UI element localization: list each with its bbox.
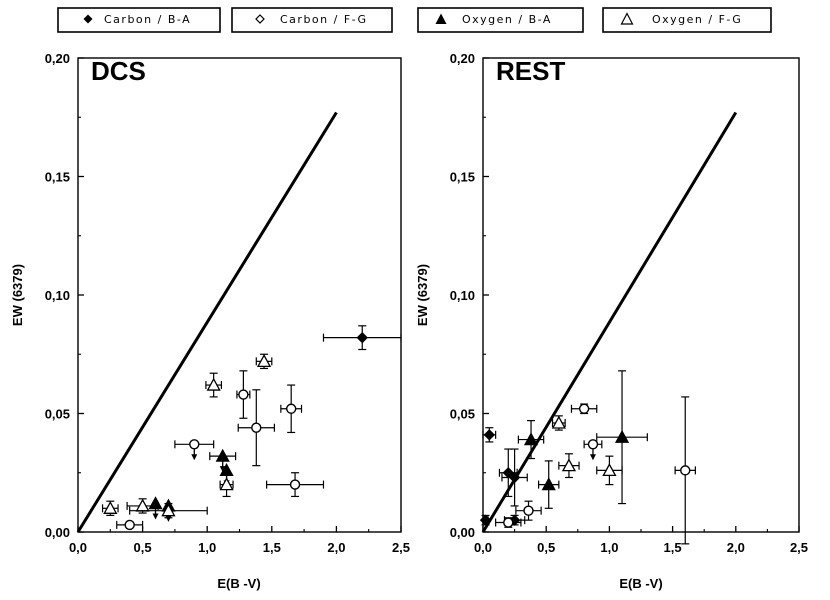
legend: Carbon / B-A Carbon / F-G Oxygen / B-A O… [57,7,772,33]
triangle-open-point [206,377,221,391]
y-tick-label: 0,05 [45,407,70,422]
legend-item-oxygen-ba: Oxygen / B-A [417,7,584,33]
triangle-open-point [161,503,176,517]
triangle-filled-point [215,448,230,462]
x-axis-label: E(B -V) [619,576,662,591]
plot-frame [77,57,402,533]
diamond-open-point [503,517,514,528]
diamond-open-point [251,422,262,433]
diamond-filled-point [356,331,368,344]
reference-line [481,111,738,533]
triangle-open-point [551,415,566,429]
diamond-filled-point [508,471,521,484]
diamond-open-point [238,389,249,400]
triangle-open-point [219,477,234,491]
legend-label: Carbon / B-A [104,13,191,26]
y-tick-label: 0,00 [450,525,475,540]
triangle-filled-point [523,432,539,446]
y-tick-label: 0,10 [450,288,475,303]
triangle-open-point [561,458,577,472]
y-axis-label: EW (6379) [415,264,430,326]
x-tick-label: 2,5 [392,540,410,555]
y-tick-label: 0,20 [450,51,475,66]
diamond-open-point [578,403,590,414]
diamond-open-point [523,505,534,516]
x-tick-label: 2,5 [790,540,808,555]
chart-title: REST [496,56,565,86]
diamond-filled-point [479,514,492,526]
triangle-open-point [103,500,118,514]
x-tick-label: 0,5 [537,540,555,555]
open-diamond-icon [255,14,265,24]
y-tick-label: 0,00 [45,525,70,540]
diamond-open-point [587,439,599,450]
filled-triangle-icon [435,13,447,24]
chart-rest: REST E(B -V) EW (6379) 0,0 0,5 1,0 1,5 2,0 2,… [415,51,808,591]
x-tick-label: 1,5 [263,540,281,555]
legend-item-oxygen-fg: Oxygen / F-G [602,7,772,33]
legend-label: Carbon / F-G [280,13,368,26]
diamond-open-point [285,403,297,414]
y-tick-label: 0,05 [450,407,475,422]
filled-diamond-icon [83,14,93,24]
plot-frame [482,57,800,533]
triangle-filled-point [541,477,556,491]
legend-item-carbon-fg: Carbon / F-G [231,7,393,33]
open-triangle-icon [620,12,634,25]
y-tick-label: 0,15 [45,170,70,185]
x-tick-label: 0,0 [474,540,492,555]
chart-dcs: DCS E(B -V) EW (6379) 0,0 0,5 1,0 1,5 2,0 2,5… [10,51,410,591]
axis-ticks: 0,0 0,5 1,0 1,5 2,0 2,5 0,00 0,05 0,10 0,15 0,20 [450,51,808,555]
y-axis-label: EW (6379) [10,264,25,326]
x-axis-label: E(B -V) [217,576,260,591]
diamond-open-point [124,519,135,531]
data-marks [76,111,402,533]
y-tick-label: 0,10 [45,288,70,303]
x-tick-label: 2,0 [727,540,745,555]
upper-limit-arrowhead [191,454,198,461]
x-tick-label: 0,0 [69,540,87,555]
triangle-filled-point [614,429,630,443]
triangle-open-point [256,354,272,368]
upper-limit-arrowhead [152,513,159,520]
triangle-filled-point [148,496,163,510]
diamond-open-point [680,465,691,476]
reference-line [76,111,338,533]
diamond-filled-point [483,429,496,441]
x-tick-label: 2,0 [327,540,345,555]
axis-ticks: 0,0 0,5 1,0 1,5 2,0 2,5 0,00 0,05 0,10 0,15 0,20 [45,51,410,555]
legend-label: Oxygen / F-G [652,13,742,26]
diamond-open-point [289,479,301,490]
x-tick-label: 1,0 [600,540,618,555]
x-tick-label: 0,5 [134,540,152,555]
y-tick-label: 0,20 [45,51,70,66]
diamond-open-point [189,439,200,450]
chart-title: DCS [91,56,146,86]
legend-item-carbon-ba: Carbon / B-A [57,7,221,33]
data-marks [479,111,738,545]
upper-limit-arrowhead [589,454,596,461]
y-tick-label: 0,15 [450,170,475,185]
triangle-open-point [602,463,617,477]
x-tick-label: 1,5 [664,540,682,555]
x-tick-label: 1,0 [198,540,216,555]
legend-label: Oxygen / B-A [462,13,552,26]
